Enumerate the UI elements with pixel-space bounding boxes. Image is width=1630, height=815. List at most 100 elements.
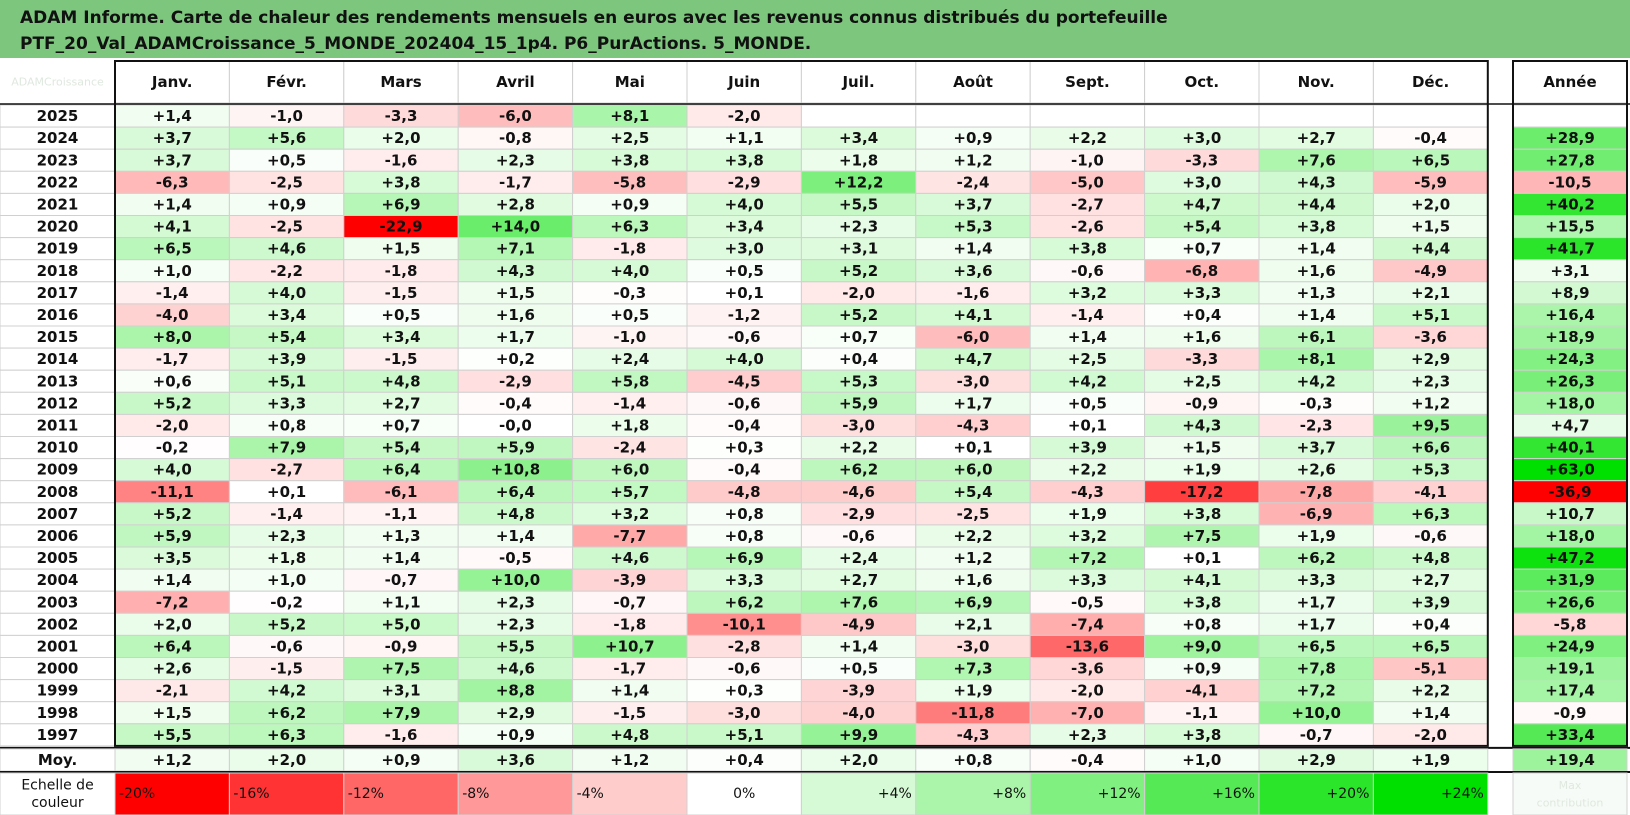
cell-value: +3,8 bbox=[1182, 726, 1221, 744]
cell-value: +1,7 bbox=[1297, 593, 1336, 611]
cell-value: +7,5 bbox=[1182, 527, 1221, 545]
row-2013-label: 2013 bbox=[37, 372, 79, 390]
cell-value: +5,7 bbox=[610, 483, 649, 501]
cell-value: -6,3 bbox=[156, 173, 189, 191]
cell-value: -1,5 bbox=[270, 660, 303, 678]
cell-value: +5,5 bbox=[839, 195, 878, 213]
cell-value: -4,0 bbox=[842, 704, 875, 722]
cell-value: -2,1 bbox=[156, 682, 189, 700]
cell-value: -11,1 bbox=[151, 483, 194, 501]
cell-value: +5,4 bbox=[953, 483, 992, 501]
average-row-label: Moy. bbox=[38, 751, 77, 769]
scale-swatch bbox=[686, 772, 802, 815]
cell-value: -2,4 bbox=[957, 173, 990, 191]
cell-value: -3,3 bbox=[385, 107, 418, 125]
cell-value: -2,0 bbox=[728, 107, 761, 125]
cell-value: +0,3 bbox=[725, 439, 764, 457]
cell-value: +3,0 bbox=[725, 240, 764, 258]
cell-value: +1,5 bbox=[496, 284, 535, 302]
cell-value: +5,1 bbox=[267, 372, 306, 390]
year-value: +8,9 bbox=[1550, 284, 1589, 302]
cell-value: +4,1 bbox=[953, 306, 992, 324]
cell-value: +6,3 bbox=[267, 726, 306, 744]
cell-value: +1,6 bbox=[1182, 328, 1221, 346]
year-border bbox=[1512, 60, 1628, 747]
cell-value: +1,4 bbox=[153, 571, 192, 589]
scale-label-line-2: couleur bbox=[31, 795, 84, 811]
row-2015-label: 2015 bbox=[37, 328, 79, 346]
cell-value: -6,8 bbox=[1185, 262, 1218, 280]
cell-value: +1,3 bbox=[381, 527, 420, 545]
year-value: +16,4 bbox=[1545, 306, 1595, 324]
cell-value: -1,8 bbox=[613, 240, 646, 258]
cell-value: +7,8 bbox=[1297, 660, 1336, 678]
year-cell bbox=[1512, 104, 1628, 128]
cell-value: +7,6 bbox=[1297, 151, 1336, 169]
cell-value: +3,9 bbox=[267, 350, 306, 368]
cell-value: -2,8 bbox=[728, 637, 761, 655]
row-2007-label: 2007 bbox=[37, 505, 79, 523]
year-value: +15,5 bbox=[1545, 218, 1595, 236]
scale-swatch bbox=[114, 772, 230, 815]
cell-value: +5,6 bbox=[267, 129, 306, 147]
cell-value: -6,0 bbox=[499, 107, 532, 125]
cell-value: +2,5 bbox=[1182, 372, 1221, 390]
cell-value: +2,7 bbox=[381, 394, 420, 412]
cell-value: +3,3 bbox=[1182, 284, 1221, 302]
cell-value: +1,8 bbox=[839, 151, 878, 169]
scale-swatch bbox=[457, 772, 574, 815]
cell-value: +3,4 bbox=[381, 328, 420, 346]
scale-stop-label: -16% bbox=[233, 786, 269, 802]
cell-value: -0,7 bbox=[1300, 726, 1333, 744]
cell-value: +4,0 bbox=[610, 262, 649, 280]
cell-value: +12,2 bbox=[834, 173, 884, 191]
row-2018-label: 2018 bbox=[37, 262, 79, 280]
column-header-6: Juil. bbox=[841, 73, 874, 91]
year-value: +63,0 bbox=[1545, 461, 1595, 479]
cell-value: -2,5 bbox=[957, 505, 990, 523]
row-2014-label: 2014 bbox=[37, 350, 79, 368]
cell-value: +2,7 bbox=[839, 571, 878, 589]
cell-value: +1,6 bbox=[953, 571, 992, 589]
header-cell bbox=[800, 60, 917, 104]
cell-value: +9,5 bbox=[1411, 416, 1450, 434]
cell-value: +1,5 bbox=[1182, 439, 1221, 457]
cell-value: -7,7 bbox=[613, 527, 646, 545]
cell-value: +3,0 bbox=[1182, 173, 1221, 191]
cell-value: +2,3 bbox=[496, 151, 535, 169]
cell-value: +1,0 bbox=[1182, 751, 1221, 769]
cell-value: -3,9 bbox=[613, 571, 646, 589]
cell-value: +3,1 bbox=[381, 682, 420, 700]
scale-swatch bbox=[228, 772, 345, 815]
cell-value: +4,3 bbox=[496, 262, 535, 280]
cell-value: +0,1 bbox=[953, 439, 992, 457]
scale-stop-label: +16% bbox=[1212, 786, 1255, 802]
year-value: +10,7 bbox=[1545, 505, 1595, 523]
cell-value: +0,9 bbox=[1182, 660, 1221, 678]
cell-value: -0,4 bbox=[1414, 129, 1447, 147]
year-value: +24,3 bbox=[1545, 350, 1595, 368]
cell-value: -3,6 bbox=[1414, 328, 1447, 346]
cell-value: -17,2 bbox=[1180, 483, 1223, 501]
cell-value: +6,9 bbox=[381, 195, 420, 213]
cell-value: +2,3 bbox=[839, 218, 878, 236]
cell-value: +0,9 bbox=[610, 195, 649, 213]
cell-value: +6,5 bbox=[1411, 151, 1450, 169]
cell-value: +0,8 bbox=[725, 505, 764, 523]
cell-value: +0,9 bbox=[953, 129, 992, 147]
cell-value: +4,3 bbox=[1182, 416, 1221, 434]
cell-value: +1,9 bbox=[953, 682, 992, 700]
cell-value: +8,1 bbox=[1297, 350, 1336, 368]
cell-value: +1,2 bbox=[953, 151, 992, 169]
cell-value: -2,5 bbox=[270, 173, 303, 191]
cell-value: +1,2 bbox=[1411, 394, 1450, 412]
cell-value: +6,2 bbox=[839, 461, 878, 479]
cell-value: +6,3 bbox=[1411, 505, 1450, 523]
scale-stop-label: 0% bbox=[733, 786, 755, 802]
cell-value: +3,7 bbox=[1297, 439, 1336, 457]
cell-value: +5,9 bbox=[496, 439, 535, 457]
cell-value: -1,4 bbox=[1071, 306, 1104, 324]
cell-value: +1,1 bbox=[725, 129, 764, 147]
cell-value: -2,7 bbox=[270, 461, 303, 479]
scale-stop-label: +4% bbox=[878, 786, 912, 802]
